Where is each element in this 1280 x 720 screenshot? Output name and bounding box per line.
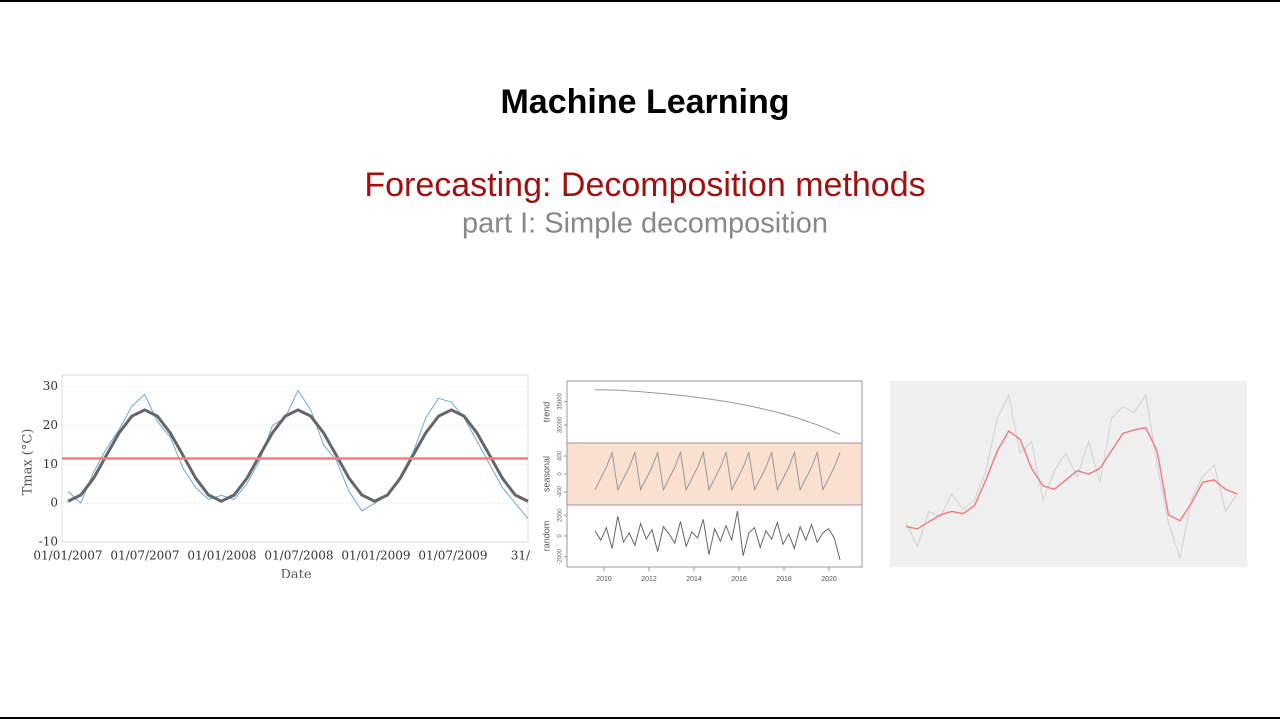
data-line bbox=[67, 408, 529, 503]
y-tick-label: 20 bbox=[43, 418, 58, 432]
data-line bbox=[594, 450, 841, 492]
data-line bbox=[67, 389, 529, 520]
figure-smoothing bbox=[890, 381, 1247, 567]
x-tick-label: 2012 bbox=[641, 576, 657, 583]
y-tick-label: 0 bbox=[558, 472, 564, 476]
y-tick-label: 0 bbox=[50, 496, 58, 510]
part-label: part I: Simple decomposition bbox=[462, 208, 828, 240]
panel bbox=[566, 504, 863, 568]
panel bbox=[566, 380, 863, 444]
panel bbox=[566, 442, 863, 506]
y-tick-label: 0 bbox=[558, 534, 564, 538]
figure-decomposition: trend 30000 35000 seasonal -400 0 400 random -20… bbox=[541, 380, 863, 583]
panel-label: seasonal bbox=[541, 456, 551, 492]
subtitle: Forecasting: Decomposition methods bbox=[364, 166, 925, 204]
y-tick-label: 400 bbox=[558, 450, 564, 461]
x-tick-label: 01/01/2008 bbox=[187, 549, 256, 563]
y-axis-label: Tmax (°C) bbox=[21, 429, 36, 496]
title: Machine Learning bbox=[500, 83, 789, 121]
figure-temperature: -10 0 10 20 30 01/01/2007 01/07/2007 01/01/2008… bbox=[21, 374, 551, 583]
y-tick-label: 10 bbox=[43, 457, 58, 471]
x-tick-label: 2014 bbox=[686, 576, 702, 583]
panel-label: random bbox=[541, 521, 551, 552]
data-line bbox=[905, 393, 1238, 561]
x-tick-label: 01/07/2008 bbox=[264, 549, 333, 563]
x-tick-label: 31/12/ bbox=[511, 549, 551, 563]
x-tick-label: 01/07/2007 bbox=[110, 549, 179, 563]
data-line bbox=[905, 426, 1238, 530]
y-tick-label: 2000 bbox=[558, 508, 564, 522]
x-tick-label: 2018 bbox=[776, 576, 792, 583]
x-axis-label: Date bbox=[280, 568, 311, 583]
x-tick-label: 01/01/2009 bbox=[341, 549, 410, 563]
y-tick-label: -2000 bbox=[558, 548, 564, 564]
x-tick-label: 01/07/2009 bbox=[418, 549, 487, 563]
plot-background bbox=[890, 381, 1247, 567]
y-tick-label: 30000 bbox=[558, 416, 564, 433]
y-tick-label: -10 bbox=[39, 535, 58, 549]
panel-label: trend bbox=[541, 402, 551, 423]
y-tick-label: 30 bbox=[43, 379, 58, 393]
x-tick-label: 2020 bbox=[821, 576, 837, 583]
y-tick-label: 35000 bbox=[558, 392, 564, 409]
y-tick-label: -400 bbox=[558, 485, 564, 498]
data-line bbox=[594, 389, 841, 435]
x-tick-label: 2016 bbox=[731, 576, 747, 583]
x-tick-label: 01/01/2007 bbox=[33, 549, 102, 563]
data-line bbox=[594, 510, 841, 561]
x-tick-label: 2010 bbox=[596, 576, 612, 583]
